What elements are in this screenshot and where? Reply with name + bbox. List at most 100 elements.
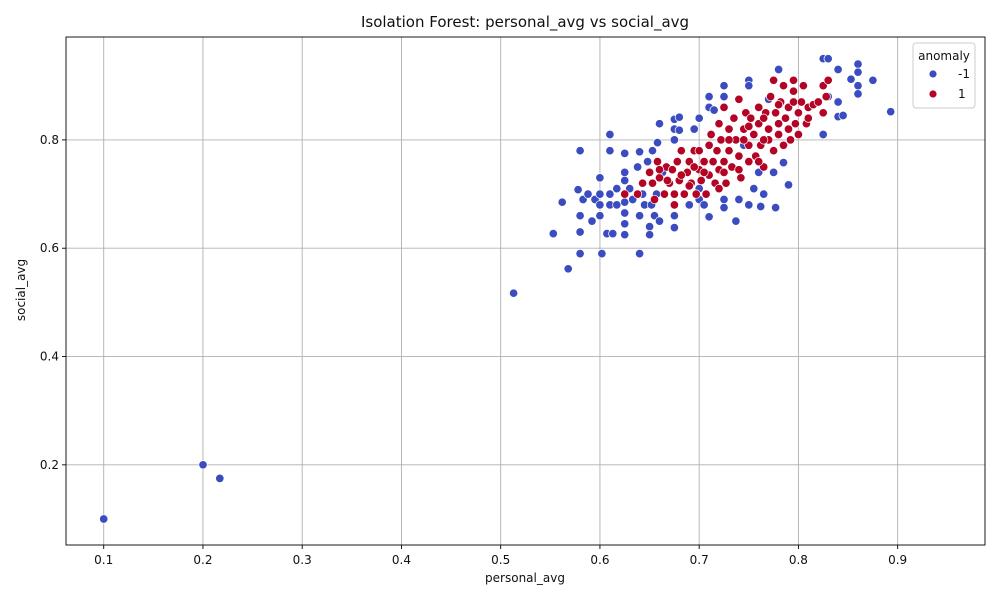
x-tick-label: 0.3: [293, 553, 312, 567]
data-point-anomaly: [756, 201, 766, 212]
data-point-normal: [719, 157, 729, 167]
x-tick-label: 0.8: [789, 553, 808, 567]
data-point-anomaly: [669, 211, 679, 221]
data-point-normal: [749, 129, 759, 140]
x-tick-label: 0.2: [193, 553, 212, 567]
data-point-anomaly: [612, 200, 622, 210]
x-tick-label: 0.4: [392, 553, 411, 567]
data-point-anomaly: [575, 249, 585, 259]
data-point-normal: [701, 189, 711, 199]
data-point-anomaly: [719, 194, 729, 205]
data-point-anomaly: [620, 197, 630, 207]
data-point-anomaly: [573, 185, 583, 195]
data-point-anomaly: [645, 230, 655, 240]
data-point-normal: [679, 189, 689, 199]
x-tick-label: 0.7: [690, 553, 709, 567]
data-point-anomaly: [563, 264, 573, 274]
data-point-normal: [716, 135, 726, 145]
data-point-anomaly: [548, 229, 558, 239]
data-point-anomaly: [731, 216, 741, 226]
data-point-anomaly: [620, 230, 630, 240]
data-point-normal: [790, 119, 800, 129]
data-point-normal: [699, 157, 709, 167]
legend-label-anomaly: -1: [958, 67, 970, 81]
data-point-anomaly: [654, 216, 665, 226]
data-point-normal: [721, 178, 731, 188]
legend-marker-normal: [928, 89, 938, 99]
data-point-anomaly: [771, 203, 781, 213]
data-point-anomaly: [557, 197, 567, 207]
data-point-anomaly: [597, 249, 607, 259]
data-point-normal: [803, 113, 813, 123]
data-point-anomaly: [595, 173, 605, 183]
data-point-anomaly: [595, 211, 605, 221]
data-point-normal: [818, 108, 828, 118]
data-point-normal: [744, 157, 754, 167]
data-point-normal: [764, 124, 774, 134]
x-axis-ticks: 0.1 0.2 0.3 0.4 0.5 0.6 0.7 0.8 0.9: [94, 545, 907, 567]
data-point-anomaly: [215, 473, 225, 483]
grid: [66, 37, 985, 545]
data-point-anomaly: [595, 200, 605, 210]
data-point-normal: [638, 178, 648, 188]
data-point-anomaly: [669, 135, 679, 145]
data-point-anomaly: [886, 107, 896, 117]
legend-marker-anomaly: [928, 69, 938, 79]
x-tick-label: 0.6: [590, 553, 609, 567]
data-point-normal: [652, 157, 663, 167]
data-point-anomaly: [744, 200, 754, 210]
data-point-normal: [719, 102, 729, 112]
data-point-normal: [691, 189, 701, 199]
data-point-normal: [689, 162, 699, 172]
data-point-anomaly: [744, 81, 754, 91]
data-point-anomaly: [652, 138, 663, 148]
data-point-normal: [734, 165, 744, 175]
data-point-normal: [706, 129, 716, 140]
data-point-normal: [734, 94, 744, 104]
data-point-normal: [654, 173, 665, 183]
data-point-normal: [769, 146, 779, 156]
y-tick-label: 0.4: [40, 350, 59, 364]
data-point-anomaly: [674, 125, 684, 135]
data-point-anomaly: [635, 147, 645, 157]
data-point-normal: [659, 189, 669, 199]
legend: anomaly -1 1: [912, 42, 976, 109]
data-point-anomaly: [620, 208, 630, 218]
data-point-normal: [729, 113, 739, 123]
data-point-anomaly: [853, 89, 863, 99]
data-point-normal: [739, 135, 749, 145]
data-point-anomaly: [99, 514, 109, 524]
data-point-anomaly: [605, 189, 615, 199]
x-tick-label: 0.1: [94, 553, 113, 567]
data-point-normal: [744, 121, 754, 131]
y-tick-label: 0.8: [40, 133, 59, 147]
data-point-anomaly: [633, 162, 643, 172]
data-point-normal: [667, 165, 677, 175]
data-point-anomaly: [684, 200, 694, 210]
data-point-anomaly: [769, 167, 779, 177]
data-point-normal: [796, 97, 806, 107]
data-point-anomaly: [674, 112, 684, 122]
x-tick-label: 0.9: [888, 553, 907, 567]
data-point-normal: [662, 175, 672, 186]
data-point-anomaly: [605, 129, 615, 140]
data-point-anomaly: [704, 92, 714, 102]
data-point-normal: [823, 75, 833, 85]
data-point-normal: [669, 189, 679, 199]
data-point-anomaly: [853, 81, 863, 91]
data-point-normal: [736, 173, 746, 183]
data-point-normal: [712, 146, 722, 156]
data-point-anomaly: [643, 157, 653, 167]
y-axis-ticks: 0.2 0.4 0.6 0.8: [40, 133, 66, 472]
data-point-anomaly: [645, 222, 655, 232]
data-point-normal: [684, 181, 694, 191]
data-point-anomaly: [846, 74, 856, 84]
x-tick-label: 0.5: [491, 553, 510, 567]
data-point-normal: [759, 113, 769, 123]
data-point-anomaly: [635, 249, 645, 259]
chart-title: Isolation Forest: personal_avg vs social…: [361, 13, 689, 32]
data-point-anomaly: [612, 184, 622, 194]
data-point-normal: [724, 124, 734, 134]
data-point-normal: [696, 175, 706, 186]
data-point-anomaly: [654, 119, 665, 129]
